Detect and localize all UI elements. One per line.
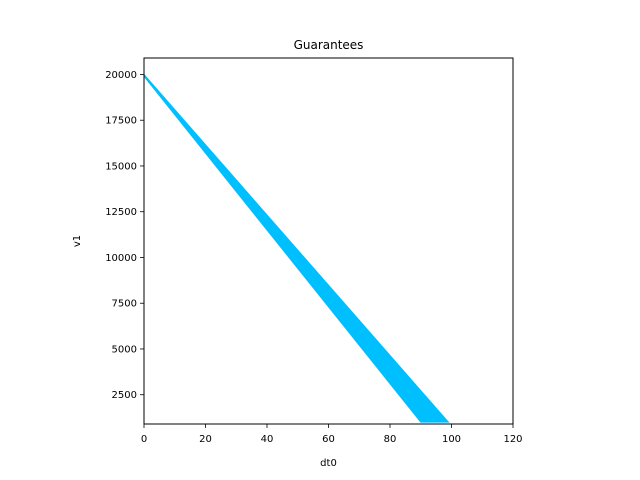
y-tick-label: 17500	[105, 116, 137, 127]
chart-title: Guarantees	[294, 38, 364, 52]
y-tick-label: 10000	[105, 253, 137, 264]
x-tick-label: 80	[384, 434, 397, 445]
guarantee-region-0	[144, 73, 450, 423]
area-layer	[144, 73, 450, 423]
y-tick-label: 15000	[105, 161, 137, 172]
x-axis-label: dt0	[320, 458, 337, 469]
y-axis-ticks: 2500 5000 7500 10000 12500 15000 17500 20000	[105, 70, 144, 401]
y-tick-label: 2500	[112, 390, 137, 401]
x-tick-label: 60	[322, 434, 335, 445]
x-tick-label: 100	[442, 434, 461, 445]
axes-frame	[143, 57, 514, 425]
y-axis-label: v1	[72, 235, 83, 247]
x-axis-ticks: 0 20 40 60 80 100 120	[141, 424, 523, 445]
x-tick-label: 20	[199, 434, 212, 445]
y-tick-label: 12500	[105, 207, 137, 218]
x-tick-label: 120	[503, 434, 522, 445]
y-tick-label: 7500	[112, 299, 137, 310]
x-tick-label: 40	[261, 434, 274, 445]
y-tick-label: 5000	[112, 344, 137, 355]
x-tick-label: 0	[141, 434, 147, 445]
y-tick-label: 20000	[105, 70, 137, 81]
